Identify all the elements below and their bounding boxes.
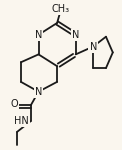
Text: N: N [35,30,42,40]
Text: N: N [72,30,79,40]
Text: CH₃: CH₃ [52,4,70,14]
Text: N: N [35,87,42,97]
Text: O: O [10,99,18,110]
Text: HN: HN [14,116,29,126]
Text: N: N [90,42,97,52]
